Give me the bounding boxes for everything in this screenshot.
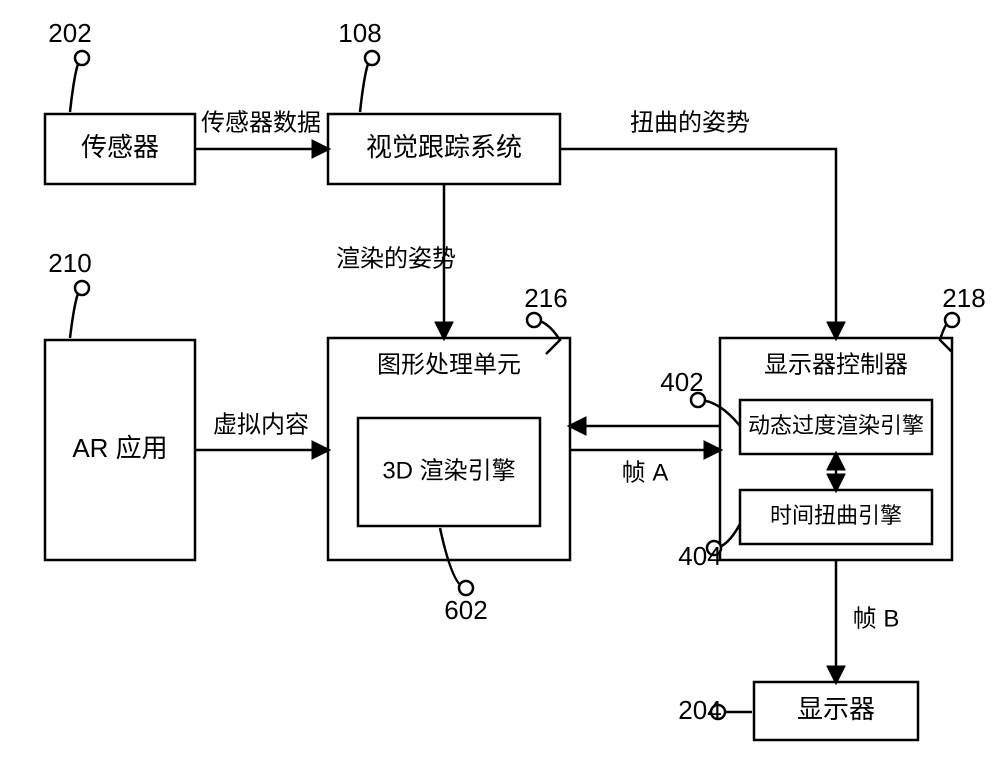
box-vts-label: 视觉跟踪系统 bbox=[366, 132, 522, 162]
callout-404-number: 404 bbox=[678, 541, 721, 571]
callout-204-number: 204 bbox=[678, 695, 721, 725]
box-time_warp-label: 时间扭曲引擎 bbox=[770, 503, 902, 528]
box-sensor-label: 传感器 bbox=[81, 132, 159, 162]
diagram-canvas: 传感器 视觉跟踪系统 AR 应用 图形处理单元 3D 渲染引擎 显示器控制器动态过度渲染引… bbox=[0, 0, 1000, 758]
box-display-label: 显示器 bbox=[797, 694, 875, 724]
edge-vts_to_gpu-label: 渲染的姿势 bbox=[336, 245, 456, 272]
box-render_engine-label: 3D 渲染引擎 bbox=[382, 457, 515, 484]
callout-210-number: 210 bbox=[48, 248, 91, 278]
edge-ar_to_gpu: 虚拟内容 bbox=[195, 411, 328, 450]
callout-218-number: 218 bbox=[942, 283, 985, 313]
callout-602-number: 602 bbox=[444, 595, 487, 625]
box-disp_ctrl-title: 显示器控制器 bbox=[764, 351, 908, 378]
box-render_engine: 3D 渲染引擎 bbox=[358, 418, 540, 526]
callout-108-number: 108 bbox=[338, 18, 381, 48]
box-time_warp: 时间扭曲引擎 bbox=[740, 490, 932, 544]
callout-108: 108 bbox=[338, 18, 381, 112]
callout-202-number: 202 bbox=[48, 18, 91, 48]
callout-204: 204 bbox=[678, 695, 752, 725]
edge-sensor_to_vts-label: 传感器数据 bbox=[201, 109, 321, 136]
edge-gpu_to_dispctrl-label: 帧 A bbox=[622, 459, 669, 486]
box-vts: 视觉跟踪系统 bbox=[328, 114, 560, 184]
edge-vts_to_dispctrl-label: 扭曲的姿势 bbox=[630, 109, 750, 136]
edge-vts_to_gpu: 渲染的姿势 bbox=[336, 184, 456, 338]
box-gpu-title: 图形处理单元 bbox=[377, 351, 521, 378]
edge-gpu_to_dispctrl: 帧 A bbox=[570, 450, 720, 486]
edge-vts_to_dispctrl: 扭曲的姿势 bbox=[560, 109, 836, 338]
edge-dispctrl_to_disp-label: 帧 B bbox=[853, 605, 900, 632]
box-ar_app: AR 应用 bbox=[45, 340, 195, 560]
callout-402-number: 402 bbox=[660, 367, 703, 397]
box-display: 显示器 bbox=[754, 682, 918, 740]
box-dyn_engine: 动态过度渲染引擎 bbox=[740, 400, 932, 454]
callout-202: 202 bbox=[48, 18, 91, 112]
callout-210: 210 bbox=[48, 248, 91, 338]
box-dyn_engine-label: 动态过度渲染引擎 bbox=[748, 413, 924, 438]
edge-dispctrl_to_disp: 帧 B bbox=[836, 560, 899, 682]
callout-216-number: 216 bbox=[524, 283, 567, 313]
edge-ar_to_gpu-label: 虚拟内容 bbox=[213, 411, 309, 438]
box-sensor: 传感器 bbox=[45, 114, 195, 184]
box-ar_app-label: AR 应用 bbox=[72, 433, 167, 463]
edge-sensor_to_vts: 传感器数据 bbox=[195, 109, 328, 149]
